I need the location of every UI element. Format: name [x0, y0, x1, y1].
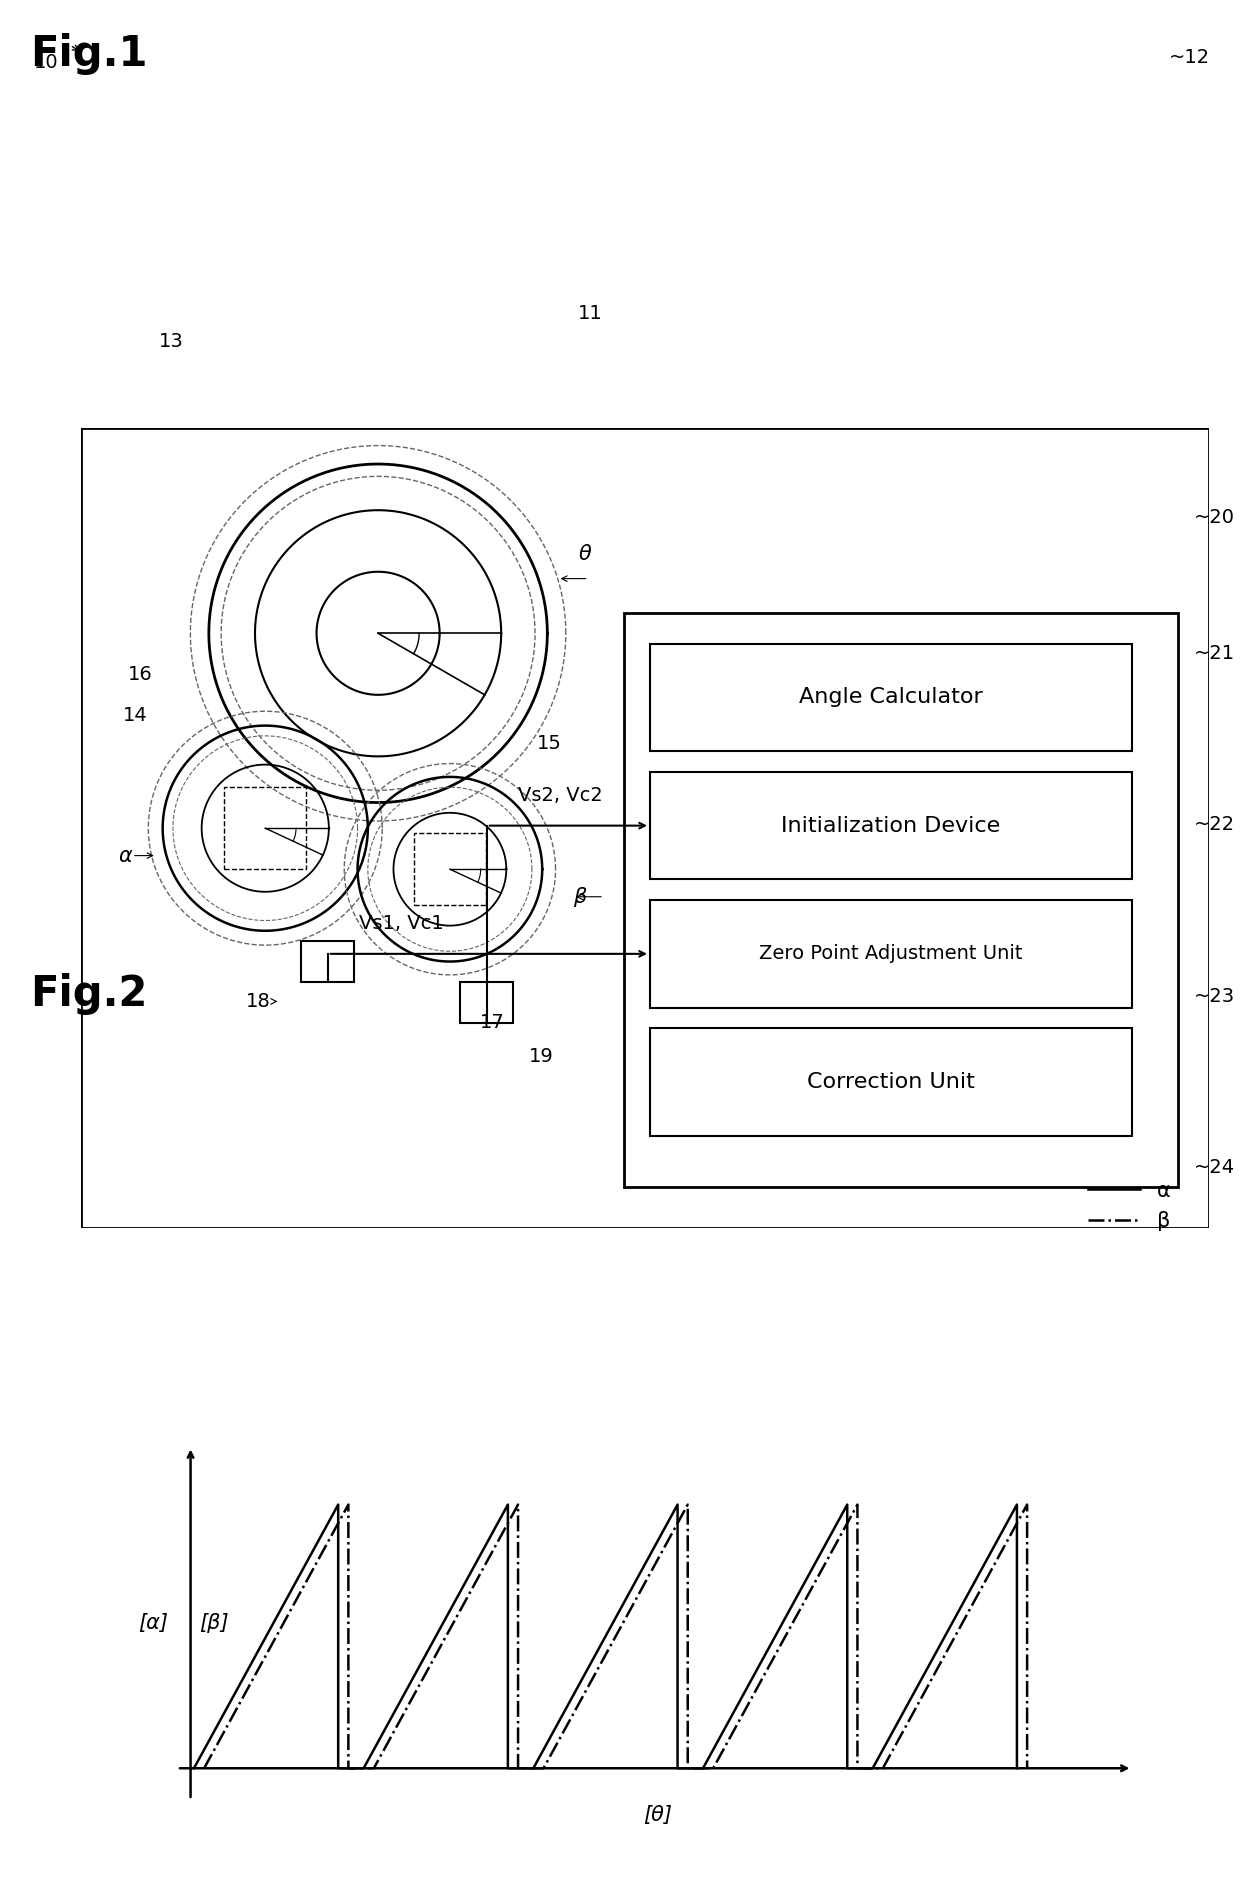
Legend: α, β: α, β: [1080, 1172, 1179, 1240]
β: [849, 1494, 864, 1516]
Text: ~24: ~24: [1194, 1159, 1235, 1177]
Text: 16: 16: [128, 664, 153, 683]
Text: θ: θ: [578, 543, 591, 564]
Text: ~22: ~22: [1194, 816, 1235, 835]
Text: Fig.2: Fig.2: [30, 973, 148, 1015]
Text: 10: 10: [33, 53, 58, 72]
β: [681, 1757, 696, 1779]
Text: β: β: [573, 886, 587, 907]
Text: 17: 17: [480, 1013, 505, 1032]
α: [696, 1757, 711, 1779]
Bar: [414, 833, 486, 905]
Text: 11: 11: [578, 305, 603, 324]
β: [681, 1494, 696, 1516]
β: [511, 1757, 526, 1779]
Bar: [224, 787, 306, 869]
β: [1019, 1757, 1034, 1779]
Text: ~21: ~21: [1194, 644, 1235, 663]
β: [366, 1757, 381, 1779]
β: [341, 1757, 356, 1779]
Text: Fig.1: Fig.1: [30, 32, 148, 76]
Bar: [460, 982, 513, 1022]
Text: 13: 13: [159, 331, 184, 350]
Bar: [301, 941, 355, 982]
Text: Zero Point Adjustment Unit: Zero Point Adjustment Unit: [759, 945, 1023, 964]
Text: 18: 18: [246, 992, 270, 1011]
Text: 14: 14: [123, 706, 148, 725]
α: [866, 1757, 880, 1779]
α: [331, 1494, 346, 1516]
Text: Correction Unit: Correction Unit: [807, 1071, 975, 1092]
Bar: [650, 1028, 1132, 1136]
β: [511, 1494, 526, 1516]
Text: ~23: ~23: [1194, 986, 1235, 1005]
Text: Initialization Device: Initialization Device: [781, 816, 1001, 835]
β: [536, 1757, 551, 1779]
α: [839, 1494, 854, 1516]
α: [356, 1757, 371, 1779]
Text: Angle Calculator: Angle Calculator: [799, 687, 983, 708]
Bar: [650, 644, 1132, 752]
Bar: [650, 772, 1132, 880]
Text: Vs2, Vc2: Vs2, Vc2: [517, 786, 603, 805]
β: [706, 1757, 720, 1779]
Bar: [650, 899, 1132, 1007]
β: [1019, 1494, 1034, 1516]
β: [875, 1757, 890, 1779]
Text: ~20: ~20: [1194, 507, 1235, 526]
α: [331, 1757, 346, 1779]
α: [1009, 1494, 1024, 1516]
Text: α: α: [118, 846, 131, 865]
Text: 15: 15: [537, 734, 562, 753]
β: [197, 1757, 212, 1779]
Line: α: α: [193, 1505, 1017, 1768]
α: [670, 1494, 684, 1516]
α: [526, 1757, 541, 1779]
Line: β: β: [205, 1505, 1027, 1768]
α: [839, 1757, 854, 1779]
Text: [α]: [α]: [139, 1613, 169, 1634]
Text: [β]: [β]: [200, 1613, 228, 1634]
α: [501, 1494, 516, 1516]
Text: 19: 19: [529, 1047, 553, 1066]
α: [670, 1757, 684, 1779]
Text: [θ]: [θ]: [642, 1806, 672, 1825]
Text: Vs1, Vc1: Vs1, Vc1: [358, 914, 444, 933]
Text: ~12: ~12: [1169, 47, 1210, 66]
α: [1009, 1757, 1024, 1779]
α: [186, 1757, 201, 1779]
α: [501, 1757, 516, 1779]
β: [341, 1494, 356, 1516]
β: [849, 1757, 864, 1779]
Bar: [624, 613, 1178, 1187]
